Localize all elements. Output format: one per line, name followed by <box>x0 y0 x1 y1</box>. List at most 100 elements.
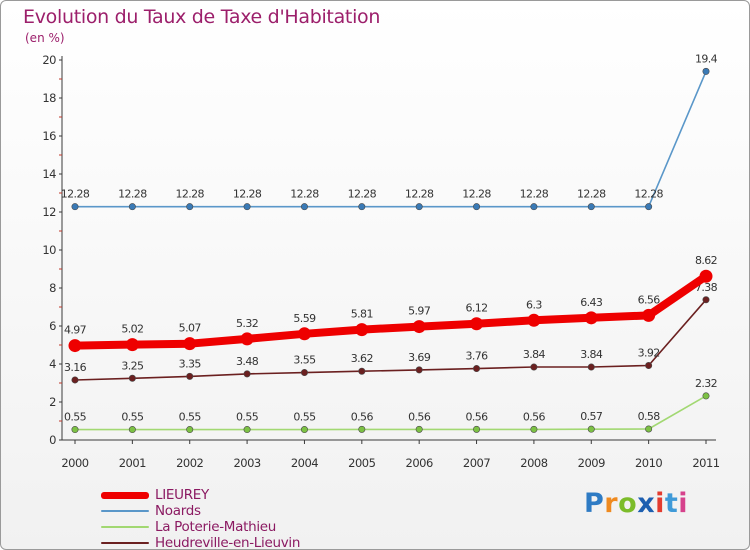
x-tick-label-2005: 2005 <box>348 456 375 470</box>
data-point-noards <box>530 203 538 211</box>
data-point-lieurey <box>584 311 598 325</box>
y-tick-label: 12 <box>42 205 56 219</box>
data-point-lieurey <box>642 308 656 322</box>
data-point-lieurey <box>355 323 369 337</box>
data-point-noards <box>71 203 79 211</box>
chart-title: Evolution du Taux de Taxe d'Habitation <box>23 6 381 28</box>
y-tick-label: 2 <box>49 395 56 409</box>
data-point-lieurey <box>297 327 311 341</box>
legend-item-la-poterie-mathieu[interactable]: La Poterie-Mathieu <box>101 519 300 535</box>
x-tick-label-2004: 2004 <box>291 456 318 470</box>
data-point-la-poterie-mathieu <box>415 425 423 433</box>
data-label-lieurey: 6.3 <box>526 298 542 311</box>
data-label-noards: 12.28 <box>348 188 377 201</box>
legend-label-lieurey: LIEUREY <box>155 487 209 503</box>
data-label-lieurey: 5.32 <box>236 317 258 330</box>
data-label-noards: 12.28 <box>462 188 491 201</box>
y-tick-label: 0 <box>49 433 56 447</box>
x-tick-label-2011: 2011 <box>692 456 719 470</box>
data-point-lieurey <box>470 317 484 331</box>
chart-legend: LIEUREY Noards La Poterie-Mathieu Heudre… <box>101 487 300 549</box>
proxiti-logo: Proxiti <box>584 488 689 519</box>
data-point-la-poterie-mathieu <box>702 392 710 400</box>
x-tick-label-2003: 2003 <box>233 456 260 470</box>
data-point-lieurey <box>240 332 254 346</box>
x-tick-label-2009: 2009 <box>578 456 605 470</box>
y-tick-label: 14 <box>42 167 56 181</box>
legend-label-la-poterie-mathieu: La Poterie-Mathieu <box>155 519 277 535</box>
data-label-la-poterie-mathieu: 0.56 <box>523 410 546 423</box>
data-label-heudreville-en-lieuvin: 3.92 <box>638 347 660 360</box>
data-label-lieurey: 4.97 <box>64 324 87 337</box>
data-label-la-poterie-mathieu: 0.56 <box>408 410 431 423</box>
data-point-heudreville-en-lieuvin <box>415 366 423 374</box>
data-label-heudreville-en-lieuvin: 3.25 <box>121 359 144 372</box>
data-point-heudreville-en-lieuvin <box>702 296 710 304</box>
data-label-lieurey: 6.12 <box>465 302 487 315</box>
data-point-heudreville-en-lieuvin <box>473 365 481 373</box>
data-point-la-poterie-mathieu <box>473 425 481 433</box>
data-point-heudreville-en-lieuvin <box>358 367 366 375</box>
x-tick-label-2001: 2001 <box>119 456 146 470</box>
legend-swatch-lieurey <box>101 491 149 499</box>
data-point-lieurey <box>183 337 197 351</box>
data-label-lieurey: 5.02 <box>121 323 143 336</box>
data-label-lieurey: 8.62 <box>695 254 717 267</box>
data-point-la-poterie-mathieu <box>358 425 366 433</box>
legend-item-heudreville-en-lieuvin[interactable]: Heudreville-en-Lieuvin <box>101 535 300 549</box>
data-point-noards <box>702 67 710 75</box>
data-point-noards <box>300 203 308 211</box>
data-point-la-poterie-mathieu <box>645 425 653 433</box>
data-label-heudreville-en-lieuvin: 3.62 <box>351 352 373 365</box>
legend-item-lieurey[interactable]: LIEUREY <box>101 487 300 503</box>
x-tick-label-2010: 2010 <box>635 456 662 470</box>
data-point-noards <box>243 203 251 211</box>
legend-item-noards[interactable]: Noards <box>101 503 300 519</box>
data-label-lieurey: 5.07 <box>179 322 202 335</box>
data-label-lieurey: 5.97 <box>408 305 431 318</box>
data-label-la-poterie-mathieu: 0.55 <box>179 411 202 424</box>
data-point-heudreville-en-lieuvin <box>645 362 653 370</box>
data-label-noards: 12.28 <box>577 188 606 201</box>
data-label-heudreville-en-lieuvin: 3.84 <box>523 348 546 361</box>
x-tick-label-2007: 2007 <box>463 456 490 470</box>
data-point-noards <box>415 203 423 211</box>
data-label-lieurey: 5.81 <box>351 308 373 321</box>
data-point-heudreville-en-lieuvin <box>186 372 194 380</box>
series-line-heudreville-en-lieuvin <box>74 298 707 381</box>
y-tick-label: 8 <box>49 281 56 295</box>
data-label-heudreville-en-lieuvin: 3.84 <box>580 348 603 361</box>
data-point-lieurey <box>125 338 139 352</box>
data-label-la-poterie-mathieu: 0.55 <box>293 411 316 424</box>
data-point-la-poterie-mathieu <box>587 425 595 433</box>
data-label-noards: 12.28 <box>61 188 90 201</box>
data-label-noards: 12.28 <box>520 188 549 201</box>
y-tick-label: 6 <box>49 319 56 333</box>
data-label-la-poterie-mathieu: 2.32 <box>695 377 717 390</box>
series-line-lieurey <box>71 272 710 350</box>
data-label-la-poterie-mathieu: 0.55 <box>64 411 87 424</box>
series-line-noards <box>74 70 707 208</box>
x-tick-label-2000: 2000 <box>61 456 88 470</box>
y-tick-label: 4 <box>49 357 56 371</box>
x-tick-label-2006: 2006 <box>406 456 433 470</box>
data-label-noards: 12.28 <box>233 188 262 201</box>
chart-unit-label: (en %) <box>25 31 65 45</box>
legend-swatch-heudreville-en-lieuvin <box>101 542 149 544</box>
data-label-la-poterie-mathieu: 0.55 <box>236 411 259 424</box>
data-point-la-poterie-mathieu <box>71 426 79 434</box>
data-label-la-poterie-mathieu: 0.57 <box>580 410 603 423</box>
data-label-lieurey: 6.43 <box>580 296 603 309</box>
data-label-heudreville-en-lieuvin: 3.16 <box>64 361 87 374</box>
data-point-la-poterie-mathieu <box>128 426 136 434</box>
data-label-noards: 19.4 <box>695 52 718 65</box>
data-label-noards: 12.28 <box>175 188 204 201</box>
data-point-la-poterie-mathieu <box>530 425 538 433</box>
y-tick-label: 20 <box>42 53 56 67</box>
data-point-lieurey <box>68 339 82 353</box>
y-tick-label: 16 <box>42 129 56 143</box>
data-label-la-poterie-mathieu: 0.55 <box>121 411 144 424</box>
data-point-lieurey <box>527 313 541 327</box>
